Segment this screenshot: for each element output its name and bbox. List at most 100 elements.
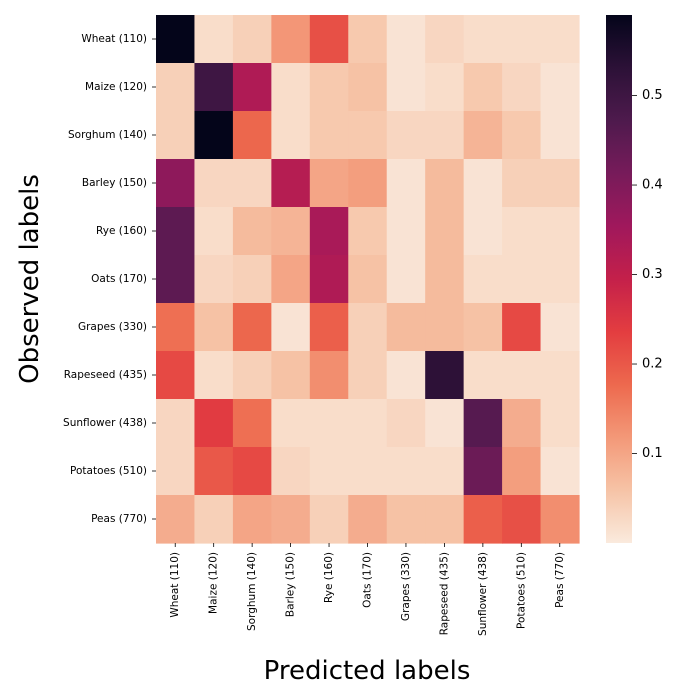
y-tick-label: Rye (160) [96, 225, 147, 237]
heatmap-cell [194, 159, 234, 208]
heatmap-cell [232, 15, 272, 64]
heatmap-cell [502, 255, 542, 304]
heatmap-cell [463, 495, 503, 544]
heatmap-cell [386, 207, 426, 256]
heatmap-cell [194, 207, 234, 256]
heatmap-cell [271, 447, 311, 496]
heatmap-cell [194, 303, 234, 352]
heatmap-cell [386, 255, 426, 304]
y-tick-label: Rapeseed (435) [64, 369, 147, 381]
heatmap-cell [309, 495, 349, 544]
heatmap-cell [156, 15, 196, 64]
heatmap-cell [348, 63, 388, 112]
heatmap-cell [232, 399, 272, 448]
heatmap-cell [386, 159, 426, 208]
heatmap-cell [348, 207, 388, 256]
x-tick-label: Sorghum (140) [246, 552, 258, 631]
heatmap-cell [309, 399, 349, 448]
heatmap-cell [271, 495, 311, 544]
heatmap-cell [502, 15, 542, 64]
heatmap-cell [309, 447, 349, 496]
heatmap-cell [540, 255, 580, 304]
heatmap-cell [425, 495, 465, 544]
heatmap-cell [232, 495, 272, 544]
heatmap-cell [540, 495, 580, 544]
heatmap-cell [156, 399, 196, 448]
heatmap-cell [540, 447, 580, 496]
heatmap-cell [502, 447, 542, 496]
heatmap-cell [502, 159, 542, 208]
y-tick-label: Maize (120) [85, 81, 147, 93]
x-tick-labels: Wheat (110) Maize (120) Sorghum (140) Barle… [169, 543, 566, 636]
colorbar-tick-label: 0.4 [642, 178, 663, 193]
x-tick-label: Potatoes (510) [515, 552, 527, 629]
heatmap-cell [194, 495, 234, 544]
heatmap-cell [309, 63, 349, 112]
heatmap-cell [194, 15, 234, 64]
heatmap-cell [386, 111, 426, 160]
y-tick-label: Grapes (330) [78, 321, 147, 333]
heatmap-cell [425, 15, 465, 64]
heatmap-cell [463, 15, 503, 64]
heatmap-cell [386, 447, 426, 496]
heatmap-cell [425, 303, 465, 352]
heatmap-cell [156, 255, 196, 304]
heatmap-cell [502, 399, 542, 448]
heatmap-cell [386, 351, 426, 400]
heatmap-cell [348, 255, 388, 304]
heatmap-cell [348, 15, 388, 64]
colorbar [606, 15, 632, 543]
heatmap-cell [232, 255, 272, 304]
heatmap-cell [232, 111, 272, 160]
y-tick-label: Potatoes (510) [70, 465, 147, 477]
heatmap-cell [425, 447, 465, 496]
heatmap-cell [463, 351, 503, 400]
y-tick-label: Sorghum (140) [68, 129, 147, 141]
heatmap-cell [271, 303, 311, 352]
heatmap-cell [232, 159, 272, 208]
heatmap-cell [194, 447, 234, 496]
colorbar-ticks: 0.1 0.2 0.3 0.4 0.5 [632, 88, 663, 461]
x-axis-label: Predicted labels [264, 656, 471, 686]
heatmap-cell [232, 447, 272, 496]
heatmap-cell [386, 63, 426, 112]
heatmap-cell [540, 159, 580, 208]
x-tick-label: Rye (160) [323, 552, 335, 603]
heatmap-cell [386, 303, 426, 352]
heatmap-cell [463, 399, 503, 448]
heatmap-cell [309, 207, 349, 256]
y-tick-label: Barley (150) [82, 177, 147, 189]
heatmap-cell [309, 15, 349, 64]
heatmap-cell [502, 495, 542, 544]
heatmap-cell [502, 303, 542, 352]
heatmap-cell [463, 159, 503, 208]
heatmap-cell [271, 159, 311, 208]
heatmap-cell [502, 351, 542, 400]
heatmap-cell [386, 399, 426, 448]
y-tick-labels: Wheat (110) Maize (120) Sorghum (140) Barle… [63, 33, 156, 525]
heatmap-cell [348, 303, 388, 352]
heatmap-cell [348, 351, 388, 400]
heatmap-cell [540, 207, 580, 256]
heatmap-cell [194, 63, 234, 112]
heatmap-cell [386, 495, 426, 544]
heatmap-cell [309, 111, 349, 160]
colorbar-tick-label: 0.5 [642, 88, 663, 103]
heatmap-cell [156, 207, 196, 256]
heatmap-cell [463, 111, 503, 160]
heatmap-cell [156, 159, 196, 208]
y-tick-label: Oats (170) [91, 273, 147, 285]
heatmap-cell [194, 399, 234, 448]
x-tick-label: Grapes (330) [400, 552, 412, 621]
x-tick-label: Peas (770) [554, 552, 566, 608]
heatmap-cell [156, 351, 196, 400]
heatmap-cell [502, 111, 542, 160]
heatmap-cell [271, 255, 311, 304]
heatmap-cell [348, 399, 388, 448]
heatmap-cell [540, 63, 580, 112]
heatmap-cell [309, 255, 349, 304]
heatmap-cell [194, 255, 234, 304]
y-tick-label: Wheat (110) [81, 33, 147, 45]
colorbar-tick-label: 0.3 [642, 267, 663, 282]
heatmap-cell [540, 15, 580, 64]
